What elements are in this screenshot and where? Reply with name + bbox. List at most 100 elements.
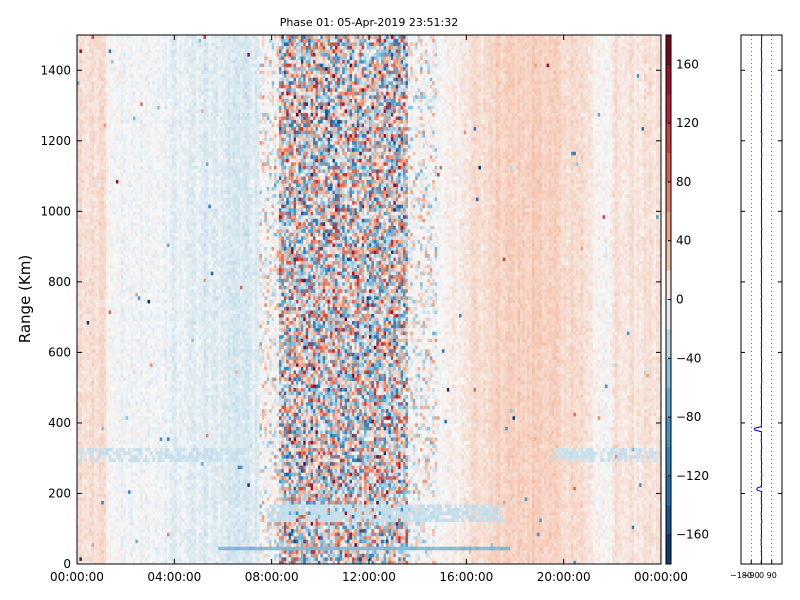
heatmap-cell — [89, 289, 92, 293]
heatmap-cell — [148, 493, 151, 497]
heatmap-cell — [143, 539, 146, 543]
heatmap-cell — [140, 204, 143, 208]
heatmap-cell — [143, 42, 146, 46]
heatmap-cell — [109, 148, 112, 152]
heatmap-cell — [96, 194, 99, 198]
heatmap-cell — [89, 465, 92, 469]
heatmap-cell — [128, 363, 131, 367]
heatmap-cell — [140, 490, 143, 494]
heatmap-cell — [94, 208, 97, 212]
heatmap-cell — [145, 398, 148, 402]
heatmap-cell — [143, 81, 146, 85]
heatmap-cell — [92, 437, 95, 441]
heatmap-cell — [79, 374, 82, 378]
heatmap-cell — [145, 130, 148, 134]
heatmap-cell — [133, 70, 136, 74]
heatmap-cell — [89, 345, 92, 349]
heatmap-cell — [104, 49, 107, 53]
heatmap-cell — [123, 391, 126, 395]
heatmap-cell — [84, 317, 87, 321]
heatmap-cell — [145, 441, 148, 445]
heatmap-cell — [92, 123, 95, 127]
heatmap-cell — [116, 67, 119, 71]
heatmap-cell — [155, 437, 158, 441]
heatmap-cell — [84, 543, 87, 547]
heatmap-cell — [84, 162, 87, 166]
heatmap-cell — [89, 194, 92, 198]
heatmap-cell — [109, 194, 112, 198]
heatmap-cell — [92, 490, 95, 494]
heatmap-cell — [126, 98, 129, 102]
heatmap-cell — [89, 310, 92, 314]
heatmap-cell — [140, 155, 143, 159]
heatmap-cell — [101, 381, 104, 385]
heatmap-cell — [84, 158, 87, 162]
heatmap-cell — [138, 130, 141, 134]
heatmap-cell — [92, 458, 95, 462]
heatmap-cell — [82, 60, 85, 64]
heatmap-cell — [101, 529, 104, 533]
heatmap-cell — [155, 483, 158, 487]
heatmap-cell — [92, 292, 95, 296]
heatmap-cell — [84, 74, 87, 78]
heatmap-cell — [155, 218, 158, 222]
heatmap-cell — [152, 529, 155, 533]
heatmap-cell — [101, 208, 104, 212]
heatmap-cell — [87, 296, 90, 300]
heatmap-cell — [116, 479, 119, 483]
heatmap-cell — [118, 529, 121, 533]
heatmap-cell — [79, 102, 82, 106]
heatmap-cell — [84, 84, 87, 88]
heatmap-cell — [148, 53, 151, 57]
heatmap-cell — [121, 204, 124, 208]
heatmap-cell — [116, 550, 119, 554]
heatmap-cell — [106, 39, 109, 43]
heatmap-cell — [126, 201, 129, 205]
heatmap-cell — [150, 423, 153, 427]
heatmap-cell — [155, 522, 158, 526]
heatmap-cell — [126, 35, 129, 39]
heatmap-cell — [99, 42, 102, 46]
heatmap-cell — [79, 222, 82, 226]
heatmap-cell — [128, 88, 131, 92]
heatmap-cell — [104, 285, 107, 289]
heatmap-cell — [111, 444, 114, 448]
heatmap-cell — [89, 359, 92, 363]
heatmap-cell — [114, 419, 117, 423]
heatmap-cell — [114, 225, 117, 229]
heatmap-cell — [133, 395, 136, 399]
heatmap-cell — [128, 144, 131, 148]
heatmap-cell — [138, 518, 141, 522]
heatmap-cell — [87, 60, 90, 64]
heatmap-cell — [114, 546, 117, 550]
heatmap-cell — [152, 106, 155, 110]
heatmap-cell — [126, 522, 129, 526]
heatmap-cell — [126, 338, 129, 342]
heatmap-cell — [101, 123, 104, 127]
heatmap-cell — [140, 374, 143, 378]
heatmap-cell — [84, 345, 87, 349]
heatmap-cell — [111, 398, 114, 402]
heatmap-cell — [123, 173, 126, 177]
heatmap-cell — [92, 388, 95, 392]
heatmap-cell — [104, 536, 107, 540]
heatmap-cell — [148, 271, 151, 275]
heatmap-cell — [109, 359, 112, 363]
heatmap-cell — [128, 204, 131, 208]
heatmap-cell — [118, 169, 121, 173]
heatmap-cell — [157, 458, 160, 462]
heatmap-cell — [133, 434, 136, 438]
heatmap-cell — [118, 70, 121, 74]
heatmap-cell — [92, 525, 95, 529]
heatmap-cell — [143, 483, 146, 487]
heatmap-cell — [101, 67, 104, 71]
heatmap-cell — [84, 243, 87, 247]
heatmap-cell — [121, 120, 124, 124]
heatmap-cell — [116, 310, 119, 314]
heatmap-cell — [101, 289, 104, 293]
heatmap-cell — [99, 497, 102, 501]
heatmap-cell — [104, 296, 107, 300]
heatmap-cell — [133, 190, 136, 194]
heatmap-cell — [150, 328, 153, 332]
heatmap-cell — [123, 557, 126, 561]
